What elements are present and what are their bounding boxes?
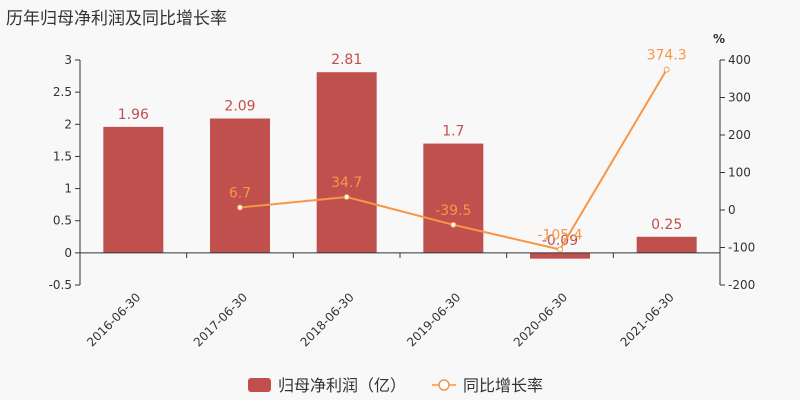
growth-point [237,204,243,211]
bar-value-label: 1.96 [118,107,149,123]
right-axis-unit: % [713,32,725,46]
right-axis-tick-label: 400 [728,53,751,67]
right-axis-tick-label: -100 [728,241,755,255]
left-axis-tick-label: 0.5 [53,214,72,228]
legend-line-label: 同比增长率 [463,376,543,395]
bar [636,236,697,253]
left-axis-tick-label: 1 [64,182,72,196]
bar [316,72,377,253]
chart-title: 历年归母净利润及同比增长率 [6,9,227,29]
growth-point [663,66,670,73]
growth-value-label: -39.5 [435,203,471,219]
left-axis-tick-label: 2.5 [53,85,72,99]
bar [530,252,590,259]
growth-value-label: -105.4 [537,228,582,244]
x-axis-label: 2017-06-30 [191,290,250,349]
growth-point [557,246,563,253]
bar [210,118,270,253]
right-axis-tick-label: 300 [728,91,751,105]
bar-value-label: -0.09 [542,233,578,249]
growth-point [450,221,457,228]
growth-value-label: 6.7 [229,185,251,201]
x-axis-label: 2020-06-30 [511,290,570,349]
legend-bar-label: 归母净利润（亿） [278,376,406,395]
legend-bar-swatch [248,378,271,392]
x-axis-label: 2021-06-30 [618,290,677,349]
left-axis-tick-label: 2 [64,117,72,131]
bar-value-label: 0.25 [651,217,682,233]
x-axis-label: 2016-06-30 [84,290,143,349]
x-axis-label: 2019-06-30 [404,290,463,349]
bar [423,143,484,253]
growth-value-label: 374.3 [647,48,687,64]
right-axis-tick-label: -200 [728,278,755,292]
bar-value-label: 2.09 [224,99,255,115]
left-axis-tick-label: 3 [64,53,72,67]
growth-value-label: 34.7 [331,175,362,191]
bar-value-label: 2.81 [331,52,362,68]
left-axis-tick-label: 1.5 [53,149,72,163]
right-axis-tick-label: 200 [728,128,751,142]
left-axis-tick-label: -0.5 [49,278,72,292]
x-axis-label: 2018-06-30 [298,290,357,349]
right-axis-tick-label: 0 [728,203,736,217]
bar-value-label: 1.7 [442,124,464,140]
left-axis-tick-label: 0 [64,246,72,260]
legend-line-marker [438,379,450,391]
bar [103,126,164,253]
growth-point [343,193,350,200]
right-axis-tick-label: 100 [728,166,751,180]
